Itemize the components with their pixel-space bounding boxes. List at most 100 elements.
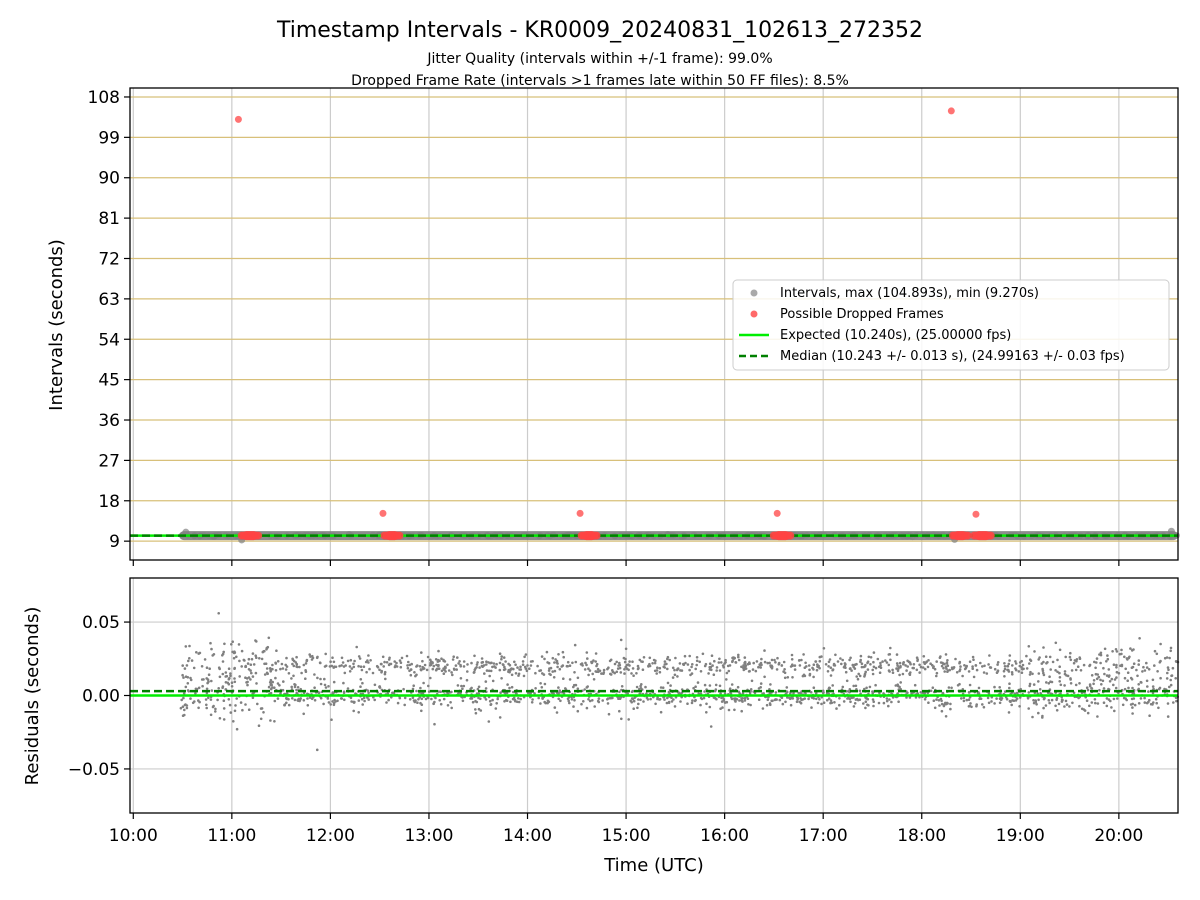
residual-point: [631, 667, 635, 670]
residual-point: [503, 665, 506, 669]
residual-point: [181, 673, 184, 677]
residual-point: [293, 698, 297, 702]
residual-point: [947, 686, 951, 689]
residual-point: [182, 692, 186, 695]
residual-point: [257, 724, 261, 727]
residual-point: [641, 660, 644, 663]
residual-point: [1078, 682, 1081, 685]
residual-point: [1058, 665, 1061, 668]
residual-point: [477, 707, 481, 711]
residual-point: [416, 664, 419, 667]
residual-point: [932, 699, 936, 702]
residual-point: [331, 700, 334, 703]
residual-point: [1166, 666, 1170, 669]
residual-point: [1153, 664, 1156, 667]
residual-point: [281, 667, 285, 670]
residual-point: [212, 704, 215, 708]
residual-point: [548, 667, 551, 670]
residual-point: [309, 655, 312, 658]
residual-point: [1078, 657, 1082, 660]
residual-point: [546, 699, 550, 703]
residual-point: [602, 668, 606, 672]
residual-point: [713, 689, 717, 693]
residual-point: [1070, 669, 1074, 672]
residual-point: [531, 660, 534, 663]
residual-point: [262, 650, 266, 653]
residual-point: [1011, 664, 1014, 667]
residual-point: [556, 662, 559, 665]
residual-point: [306, 704, 310, 707]
residual-point: [227, 682, 231, 686]
residual-point: [946, 659, 949, 662]
residual-point: [800, 658, 803, 662]
residual-point: [1107, 668, 1111, 671]
residual-point: [274, 676, 277, 680]
residual-point: [192, 666, 196, 670]
residual-point: [594, 660, 597, 663]
residual-point: [1074, 668, 1078, 672]
residual-point: [822, 647, 826, 650]
residual-point: [568, 664, 572, 667]
intervals-ytick-label: 81: [98, 209, 120, 229]
residual-point: [780, 696, 784, 699]
residual-point: [1086, 711, 1090, 715]
residual-point: [1096, 673, 1099, 676]
residual-point: [555, 659, 559, 663]
legend-intervals-marker: [750, 289, 758, 297]
residual-point: [544, 701, 547, 705]
residual-point: [421, 665, 425, 669]
residual-point: [1154, 697, 1158, 701]
residual-point: [725, 678, 728, 681]
residual-point: [267, 636, 271, 640]
residual-point: [902, 662, 905, 666]
residual-point: [295, 691, 299, 695]
residual-point: [641, 668, 645, 671]
residual-point: [995, 697, 998, 700]
residual-point: [766, 698, 770, 702]
residual-point: [485, 663, 488, 666]
residual-point: [365, 670, 368, 674]
residual-point: [474, 667, 477, 670]
residual-point: [1085, 699, 1089, 702]
residual-point: [395, 661, 398, 665]
residual-point: [381, 655, 385, 659]
residual-point: [987, 663, 990, 666]
residual-point: [205, 687, 209, 691]
residual-point: [548, 672, 551, 676]
residual-point: [896, 669, 900, 673]
residual-point: [703, 683, 707, 687]
residual-point: [184, 685, 188, 689]
residual-point: [1093, 698, 1097, 701]
residual-point: [743, 699, 747, 702]
residual-point: [769, 683, 772, 686]
residual-point: [793, 664, 797, 667]
residual-point: [254, 656, 258, 659]
residual-point: [860, 662, 864, 665]
residual-point: [183, 708, 186, 712]
residual-point: [864, 696, 867, 699]
residual-point: [667, 700, 671, 704]
residual-point: [247, 708, 251, 711]
residual-point: [891, 668, 894, 672]
residual-point: [407, 660, 410, 664]
residual-point: [518, 668, 521, 671]
residual-point: [874, 666, 878, 670]
residual-point: [707, 672, 710, 675]
residual-point: [439, 690, 443, 693]
residual-point: [1168, 656, 1171, 660]
residual-point: [432, 702, 436, 705]
residual-point: [1171, 666, 1175, 670]
residual-point: [383, 670, 387, 674]
residual-point: [364, 660, 368, 664]
residual-point: [502, 663, 505, 667]
residual-point: [573, 671, 576, 674]
residual-point: [895, 653, 899, 656]
residual-point: [1103, 672, 1106, 676]
residual-point: [290, 677, 293, 680]
residual-point: [1115, 676, 1118, 679]
residual-point: [538, 669, 541, 673]
residual-point: [774, 661, 777, 664]
residual-point: [1094, 701, 1097, 705]
residual-point: [189, 697, 192, 700]
residual-point: [540, 686, 544, 689]
